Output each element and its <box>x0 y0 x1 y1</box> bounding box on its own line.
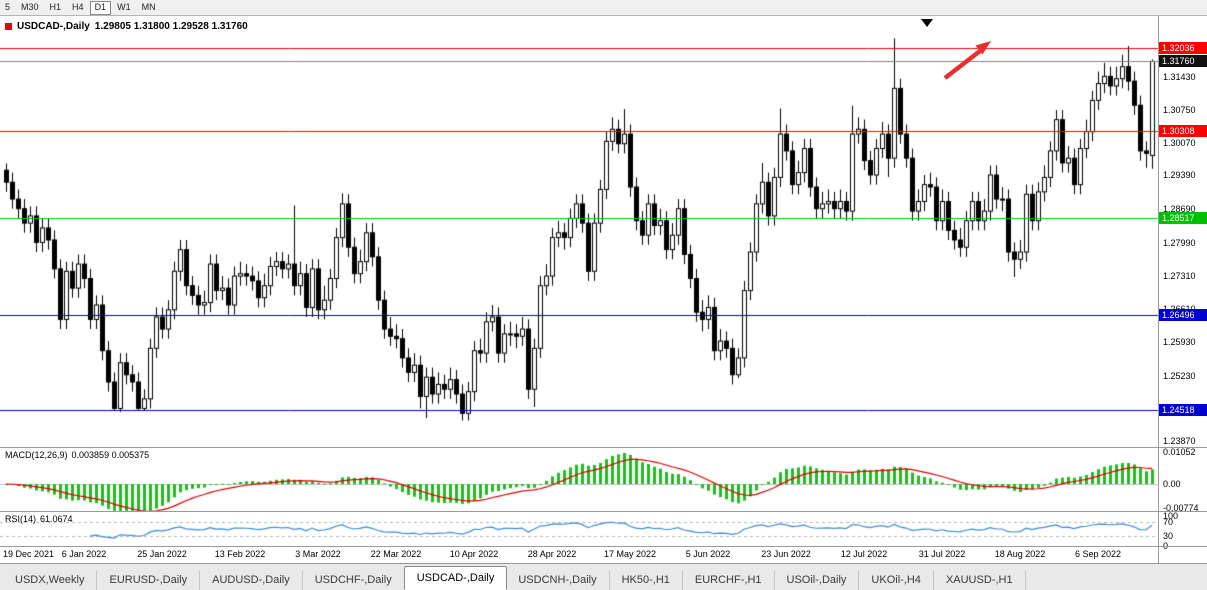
price-axis-label: 1.25930 <box>1163 337 1196 348</box>
timeframe-button-h1[interactable]: H1 <box>44 0 67 15</box>
chart-shift-marker-icon <box>921 19 933 27</box>
rsi-axis-label: 70 <box>1163 517 1174 528</box>
price-level-badge: 1.24518 <box>1159 404 1207 417</box>
date-axis-label: 19 Dec 2021 <box>3 549 55 559</box>
timeframe-button-5[interactable]: 5 <box>0 0 16 15</box>
price-axis-label: 1.29390 <box>1163 170 1196 181</box>
macd-axis-label: 0.00 <box>1163 479 1181 490</box>
price-level-badge: 1.28517 <box>1159 211 1207 224</box>
chart-region: USDCAD-,Daily 1.29805 1.31800 1.29528 1.… <box>0 16 1207 563</box>
symbol-tab-usoil-daily[interactable]: USOil-,Daily <box>775 570 860 590</box>
date-axis-label: 17 May 2022 <box>603 549 657 559</box>
chart-title: USDCAD-,Daily 1.29805 1.31800 1.29528 1.… <box>5 21 248 32</box>
symbol-tab-eurusd-daily[interactable]: EURUSD-,Daily <box>97 570 201 590</box>
date-axis-label: 31 Jul 2022 <box>918 549 966 559</box>
macd-axis-label: -0.00774 <box>1163 502 1199 513</box>
timeframe-button-d1[interactable]: D1 <box>89 0 112 15</box>
symbol-tab-usdcad-daily[interactable]: USDCAD-,Daily <box>403 566 508 590</box>
date-axis-label: 28 Apr 2022 <box>527 549 577 559</box>
chart-symbol-period: USDCAD-,Daily <box>17 21 90 32</box>
time-axis[interactable]: 19 Dec 2021 6 Jan 2022 25 Jan 2022 13 Feb 2… <box>0 547 1158 563</box>
rsi-axis-label: 100 <box>1163 511 1179 521</box>
rsi-axis-label: 30 <box>1163 530 1174 541</box>
price-level-badge: 1.30308 <box>1159 125 1207 138</box>
price-axis-label: 1.27310 <box>1163 270 1196 281</box>
symbol-tab-usdx-weekly[interactable]: USDX,Weekly <box>3 570 98 590</box>
symbol-tab-eurchf-h1[interactable]: EURCHF-,H1 <box>683 570 775 590</box>
symbol-tab-usdcnh-daily[interactable]: USDCNH-,Daily <box>506 570 610 590</box>
macd-indicator-label: MACD(12,26,9) 0.003859 0.005375 <box>5 450 153 460</box>
symbol-tab-xauusd-h1[interactable]: XAUUSD-,H1 <box>934 570 1026 590</box>
date-axis-label: 10 Apr 2022 <box>449 549 499 559</box>
timeframe-button-w1[interactable]: W1 <box>112 0 136 15</box>
rsi-name: RSI(14) <box>5 514 37 524</box>
date-axis-label: 12 Jul 2022 <box>840 549 888 559</box>
date-axis-label: 5 Jun 2022 <box>685 549 731 559</box>
pane-divider-rsi-time <box>0 546 1207 547</box>
timeframe-button-mn[interactable]: MN <box>136 0 161 15</box>
price-axis-label: 1.30070 <box>1163 137 1196 148</box>
pane-divider-macd-rsi[interactable] <box>0 511 1207 512</box>
chart-ohlc-values: 1.29805 1.31800 1.29528 1.31760 <box>94 21 248 32</box>
price-level-badge: 1.31760 <box>1159 55 1207 68</box>
price-axis-label: 1.31430 <box>1163 72 1196 83</box>
date-axis-label: 13 Feb 2022 <box>214 549 266 559</box>
price-axis-label: 1.27990 <box>1163 237 1196 248</box>
trend-arrow-object[interactable] <box>938 38 996 84</box>
price-chart-canvas[interactable] <box>0 16 1158 547</box>
date-axis-label: 18 Aug 2022 <box>994 549 1046 559</box>
date-axis-label: 25 Jan 2022 <box>137 549 187 559</box>
date-axis-label: 3 Mar 2022 <box>295 549 341 559</box>
date-axis-label: 23 Jun 2022 <box>761 549 811 559</box>
price-axis-label: 1.23870 <box>1163 436 1196 447</box>
timeframe-button-m30[interactable]: M30 <box>16 0 44 15</box>
symbol-tab-usdchf-daily[interactable]: USDCHF-,Daily <box>303 570 405 590</box>
date-axis-label: 6 Jan 2022 <box>61 549 107 559</box>
rsi-indicator-label: RSI(14) 61.0674 <box>5 514 77 524</box>
rsi-value: 61.0674 <box>40 514 73 524</box>
chart-tab-bar: USDX,Weekly EURUSD-,Daily AUDUSD-,Daily USD… <box>0 563 1207 590</box>
date-axis-label: 22 Mar 2022 <box>370 549 422 559</box>
macd-values: 0.003859 0.005375 <box>71 450 150 460</box>
price-axis-label: 1.30750 <box>1163 105 1196 116</box>
price-level-badge: 1.26496 <box>1159 308 1207 321</box>
pane-divider-main-macd[interactable] <box>0 447 1207 448</box>
timeframe-toolbar: 5 M30 H1 H4 D1 W1 MN <box>0 0 1207 16</box>
timeframe-button-h4[interactable]: H4 <box>67 0 89 15</box>
macd-axis-label: 0.01052 <box>1163 446 1196 457</box>
macd-name: MACD(12,26,9) <box>5 450 68 460</box>
symbol-tab-ukoil-h4[interactable]: UKOil-,H4 <box>859 570 934 590</box>
symbol-tab-audusd-daily[interactable]: AUDUSD-,Daily <box>200 570 303 590</box>
chart-symbol-icon <box>5 23 12 30</box>
price-axis-label: 1.28690 <box>1163 204 1196 215</box>
price-axis[interactable]: 1.31430 1.30750 1.30070 1.29390 1.28690 1.279… <box>1158 16 1207 563</box>
symbol-tab-hk50-h1[interactable]: HK50-,H1 <box>610 570 683 590</box>
price-axis-label: 1.25230 <box>1163 370 1196 381</box>
date-axis-label: 6 Sep 2022 <box>1074 549 1122 559</box>
price-level-badge: 1.32036 <box>1159 42 1207 55</box>
